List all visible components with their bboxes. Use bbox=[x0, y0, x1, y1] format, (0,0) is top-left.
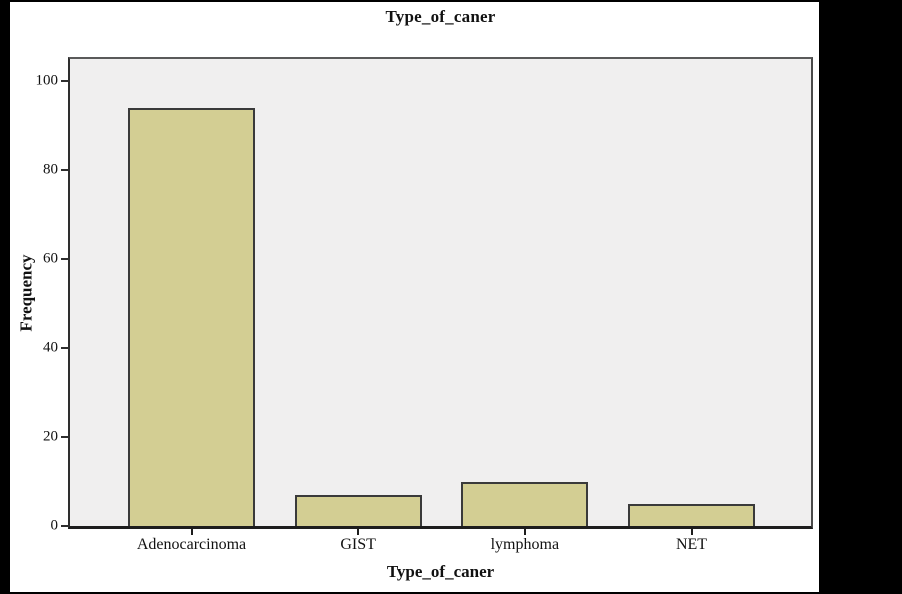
x-tick-mark bbox=[523, 526, 526, 535]
y-tick-mark bbox=[61, 436, 68, 439]
y-tick-mark bbox=[61, 347, 68, 350]
chart-figure: Type_of_caner Frequency 0 20 40 60 80 100 Ade… bbox=[10, 2, 819, 592]
y-tick-label: 0 bbox=[50, 517, 59, 534]
y-tick-label: 20 bbox=[43, 428, 58, 445]
x-category-labels: Adenocarcinoma GIST lymphoma NET bbox=[70, 536, 811, 556]
x-axis-title: Type_of_caner bbox=[386, 562, 495, 581]
y-tick-mark bbox=[61, 169, 68, 172]
x-category-label: Adenocarcinoma bbox=[136, 536, 247, 553]
y-tick-mark bbox=[61, 525, 68, 527]
y-tick-label: 100 bbox=[35, 72, 59, 89]
bar bbox=[294, 495, 422, 526]
chart-title: Type_of_caner bbox=[385, 7, 496, 26]
y-tick-mark bbox=[61, 80, 68, 83]
x-category-label: lymphoma bbox=[490, 536, 560, 553]
x-tick-mark bbox=[190, 526, 193, 535]
y-tick-label: 40 bbox=[43, 339, 58, 356]
plot-area: 0 20 40 60 80 100 bbox=[36, 57, 813, 535]
y-tick-mark bbox=[61, 258, 68, 261]
y-axis-title: Frequency bbox=[17, 254, 36, 332]
y-axis-title-wrap: Frequency bbox=[10, 57, 44, 529]
bar bbox=[461, 482, 589, 526]
y-tick-label: 80 bbox=[43, 161, 58, 178]
bar bbox=[628, 504, 755, 526]
x-tick-mark bbox=[357, 526, 360, 535]
x-category-label: NET bbox=[675, 536, 708, 553]
bar bbox=[128, 108, 255, 526]
x-category-label: GIST bbox=[340, 536, 376, 553]
x-tick-mark bbox=[690, 526, 693, 535]
y-tick-label: 60 bbox=[43, 250, 58, 267]
